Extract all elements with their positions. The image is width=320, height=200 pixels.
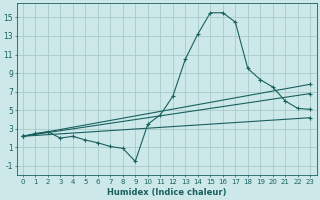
X-axis label: Humidex (Indice chaleur): Humidex (Indice chaleur) [107, 188, 226, 197]
